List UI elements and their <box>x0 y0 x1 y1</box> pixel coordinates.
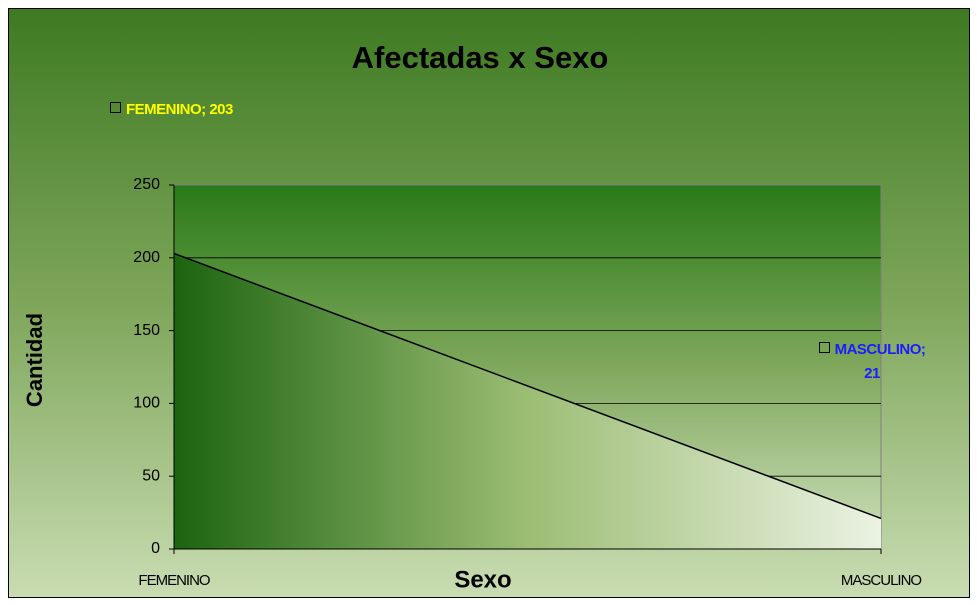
x-tick-label: MASCULINO <box>841 572 922 589</box>
legend-key <box>110 102 121 113</box>
y-tick-label: 50 <box>142 467 160 484</box>
data-label: FEMENINO; 203 <box>110 101 233 118</box>
chart-title: Afectadas x Sexo <box>352 40 609 75</box>
y-tick-label: 150 <box>133 322 160 339</box>
y-tick-label: 0 <box>151 540 160 557</box>
data-label: MASCULINO; 21 <box>792 338 952 386</box>
line <box>173 252 882 520</box>
y-tick-label: 250 <box>133 176 160 193</box>
x-tick-label: FEMENINO <box>138 572 210 589</box>
data-label-text: MASCULINO; 21 <box>834 341 926 382</box>
area <box>174 253 881 549</box>
x-axis-title: Sexo <box>454 566 511 593</box>
data-label-text: FEMENINO; 203 <box>126 101 233 118</box>
y-tick-label: 200 <box>133 249 160 266</box>
legend-key <box>818 342 830 353</box>
y-tick-label: 100 <box>133 395 160 412</box>
y-axis-title: Cantidad <box>22 313 47 407</box>
